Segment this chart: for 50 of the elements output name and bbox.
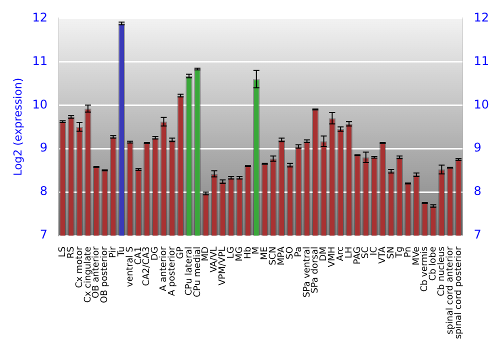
x-tick-label: SPa dorsal [310,246,321,294]
y-tick-label: 11 [32,54,48,68]
x-tick-label: MG [234,246,245,262]
x-tick-label: DM [319,246,330,262]
x-tick-label: SN [386,246,396,260]
x-tick-label: Pa [294,246,304,258]
y-tick-label: 7 [40,228,48,242]
y2-tick-label: 9 [474,140,482,155]
x-tick-label: Pir [108,246,119,258]
x-tick-label: GP [176,246,186,259]
x-tick-label: Arc [336,246,346,262]
y-tick-label: 8 [40,184,48,198]
y-axis-title: Log2 (expression) [11,78,24,176]
x-tick-label: MVe [412,246,422,266]
x-tick-label: CA1 [134,246,144,265]
x-tick-label: SO [285,246,296,260]
x-tick-label: spinal cord posterior [454,246,464,340]
x-tick-label: Hb [243,246,254,260]
x-tick-label: OB posterior [100,246,110,304]
x-tick-label: MPA [277,246,287,266]
x-tick-label: RS [66,246,76,259]
y-tick-label: 10 [32,97,48,112]
x-tick-label: CPu medial [192,246,203,298]
x-tick-label: M [252,246,262,254]
x-tick-label: MD [201,246,212,262]
x-tick-label: LH [344,246,354,258]
x-tick-label: VA/VL [210,246,220,273]
x-tick-label: ventral S [125,246,136,287]
x-tick-label: SPa ventral [302,246,312,298]
x-tick-label: DG [150,246,161,260]
x-tick-label: IC [370,246,380,256]
x-tick-label: Tg [394,246,405,259]
y2-tick-label: 12 [474,10,490,24]
x-tick-label: Cb lobe [428,246,439,281]
x-tick-label: Tu [116,246,127,258]
y2-tick-label: 10 [474,97,490,112]
y-tick-label: 12 [32,10,48,24]
x-tick-label: LG [226,246,236,259]
x-tick-label: VMH [328,246,338,268]
x-tick-label: PAG [352,246,363,264]
x-tick-label: A posterior [168,246,178,296]
x-tick-label: SCN [268,246,279,266]
y-tick-label: 9 [40,140,48,155]
x-tick-label: Cx motor [74,246,85,288]
y2-tick-label: 8 [474,184,482,198]
y2-tick-label: 11 [474,54,490,68]
x-tick-label: spinal cord anterior [445,246,456,334]
x-tick-label: Pn [403,246,414,258]
y2-tick-label: 7 [474,228,482,242]
x-tick-label: CPu lateral [184,246,194,296]
